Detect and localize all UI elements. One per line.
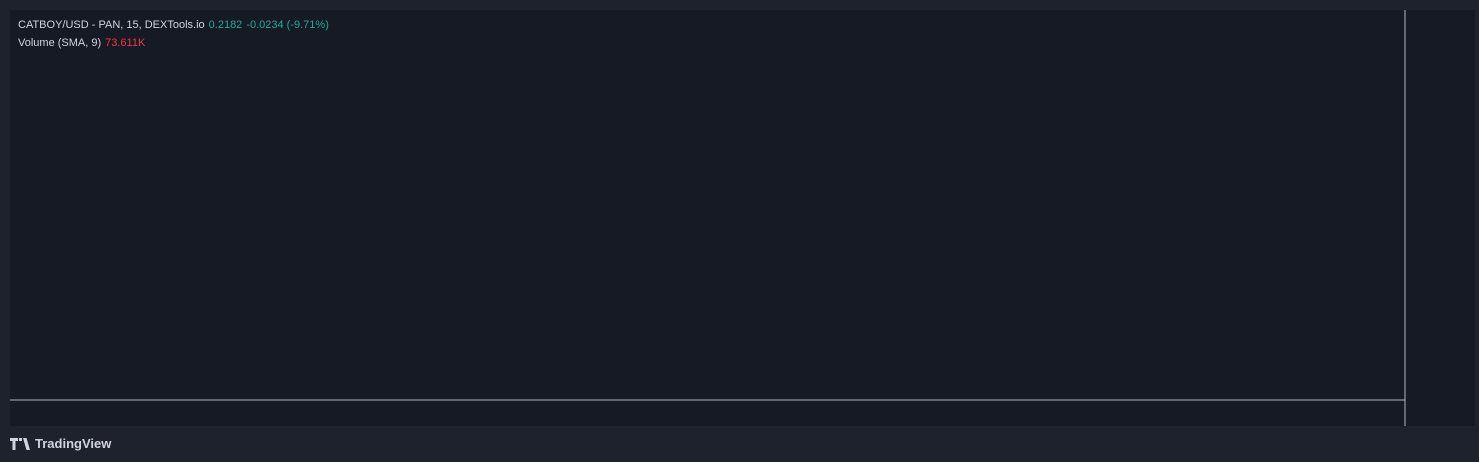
legend: CATBOY/USD - PAN, 15, DEXTools.io 0.2182-…	[18, 16, 329, 52]
change: -0.0234 (-9.71%)	[246, 19, 329, 31]
last-price: 0.2182	[208, 19, 243, 31]
volume-name: Volume (SMA, 9)	[18, 37, 102, 49]
volume-sma: 73.611K	[105, 37, 146, 49]
logo	[10, 437, 30, 450]
symbol: CATBOY/USD - PAN, 15, DEXTools.io	[18, 19, 205, 31]
plot-background	[10, 10, 1405, 426]
footer[interactable]: TradingView	[10, 436, 111, 451]
brand: TradingView	[35, 436, 112, 451]
price-axis-background	[1405, 10, 1475, 426]
